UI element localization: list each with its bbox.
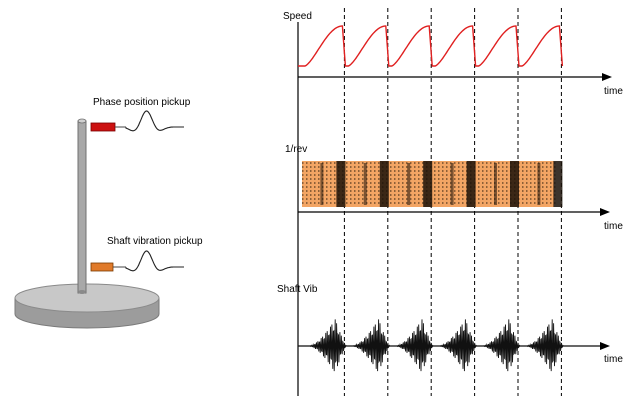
shaft-pickup-label: Shaft vibration pickup [107, 236, 203, 247]
speed-trace [298, 25, 564, 67]
shaft-vibration-plot: Shaft Vib time [277, 284, 623, 372]
rev-pulse-5 [510, 161, 519, 207]
phase-sensor [90, 122, 116, 132]
speed-label: Speed [283, 11, 312, 22]
speed-plot: Speed time [283, 11, 623, 97]
shaft-vib-time-label: time [604, 354, 623, 365]
rev-pulse-minor-2 [363, 163, 367, 205]
rev-pulse-minor-4 [450, 163, 454, 205]
rev-pulse-6 [553, 161, 563, 207]
shaft-pulse-waveform [125, 250, 184, 272]
rev-pulse-minor-3 [407, 163, 411, 205]
rev-pulse-minor-6 [537, 163, 541, 205]
shaft-pole-foot [78, 290, 86, 294]
rotor-apparatus: Phase position pickup Shaft vibration pi… [14, 97, 203, 329]
one-per-rev-plot: 1/rev time [285, 144, 623, 232]
one-per-rev-label: 1/rev [285, 144, 307, 155]
phase-pickup-label: Phase position pickup [93, 97, 191, 108]
shaft-vibration-sensor [90, 262, 114, 272]
speed-axis-arrow [602, 73, 612, 81]
rev-pulse-3 [423, 161, 433, 207]
signal-plots: Speed time 1/rev time Shaft Vib time [277, 8, 623, 396]
speed-time-label: time [604, 86, 623, 97]
shaft-vibration-trace [298, 319, 600, 372]
revolution-markers [343, 8, 562, 396]
rev-pulse-2 [379, 161, 389, 207]
rev-pulse-minor-5 [494, 163, 497, 205]
rev-pulse-4 [466, 161, 476, 207]
rev-pulse-minor-1 [320, 163, 324, 205]
phase-pulse-waveform [125, 110, 184, 132]
one-per-rev-time-label: time [604, 221, 623, 232]
rev-pulse-1 [336, 161, 346, 207]
shaft-vib-label: Shaft Vib [277, 284, 318, 295]
shaft-pole-top [77, 118, 87, 124]
one-per-rev-pulses [320, 161, 563, 207]
shaft-pole [77, 120, 87, 294]
one-per-rev-axis-arrow [600, 208, 610, 216]
shaft-vib-axis-arrow [600, 342, 610, 350]
base-disc-top [14, 283, 160, 313]
